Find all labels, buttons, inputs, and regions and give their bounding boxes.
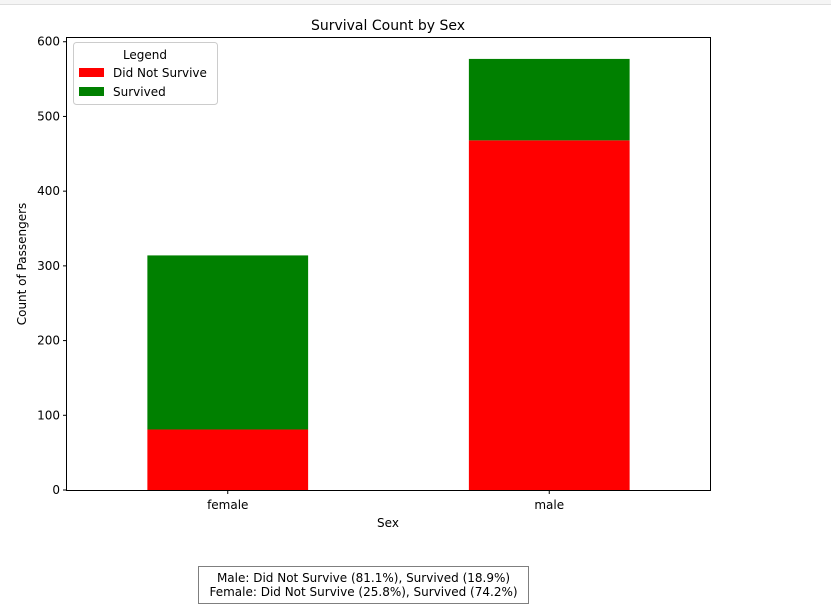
legend-swatch	[79, 87, 104, 96]
y-tick-label: 400	[37, 184, 60, 198]
bar-female-did-not-survive	[147, 429, 309, 490]
x-tick-label: male	[534, 498, 564, 512]
percentage-annotation-box: Male: Did Not Survive (81.1%), Survived …	[198, 566, 529, 604]
annotation-line-male: Male: Did Not Survive (81.1%), Survived …	[216, 571, 511, 585]
x-axis-ticks: female male	[207, 490, 564, 512]
y-tick-label: 0	[52, 483, 60, 497]
y-tick-label: 500	[37, 109, 60, 123]
y-tick-label: 100	[37, 408, 60, 422]
x-axis-label: Sex	[377, 516, 399, 530]
chart-title: Survival Count by Sex	[311, 18, 465, 34]
y-axis-label: Count of Passengers	[15, 203, 29, 326]
legend-title: Legend	[123, 48, 167, 62]
legend-swatch	[79, 68, 104, 77]
legend: Legend Did Not Survive Survived	[73, 42, 218, 105]
plot-frame	[66, 37, 711, 491]
bars-layer	[147, 58, 630, 491]
x-tick-label: female	[207, 498, 248, 512]
y-tick-label: 600	[37, 35, 60, 49]
annotation-line-female: Female: Did Not Survive (25.8%), Survive…	[209, 585, 518, 599]
legend-frame	[73, 42, 218, 105]
bar-male-did-not-survive	[468, 140, 630, 491]
y-tick-label: 300	[37, 259, 60, 273]
y-axis-ticks: 0 100 200 300 400 500 600	[37, 35, 67, 497]
bar-male-survived	[468, 58, 630, 141]
bar-female-survived	[147, 255, 309, 430]
legend-label: Did Not Survive	[113, 66, 207, 80]
y-tick-label: 200	[37, 334, 60, 348]
legend-label: Survived	[113, 85, 166, 99]
notebook-cell-edge	[0, 0, 831, 5]
